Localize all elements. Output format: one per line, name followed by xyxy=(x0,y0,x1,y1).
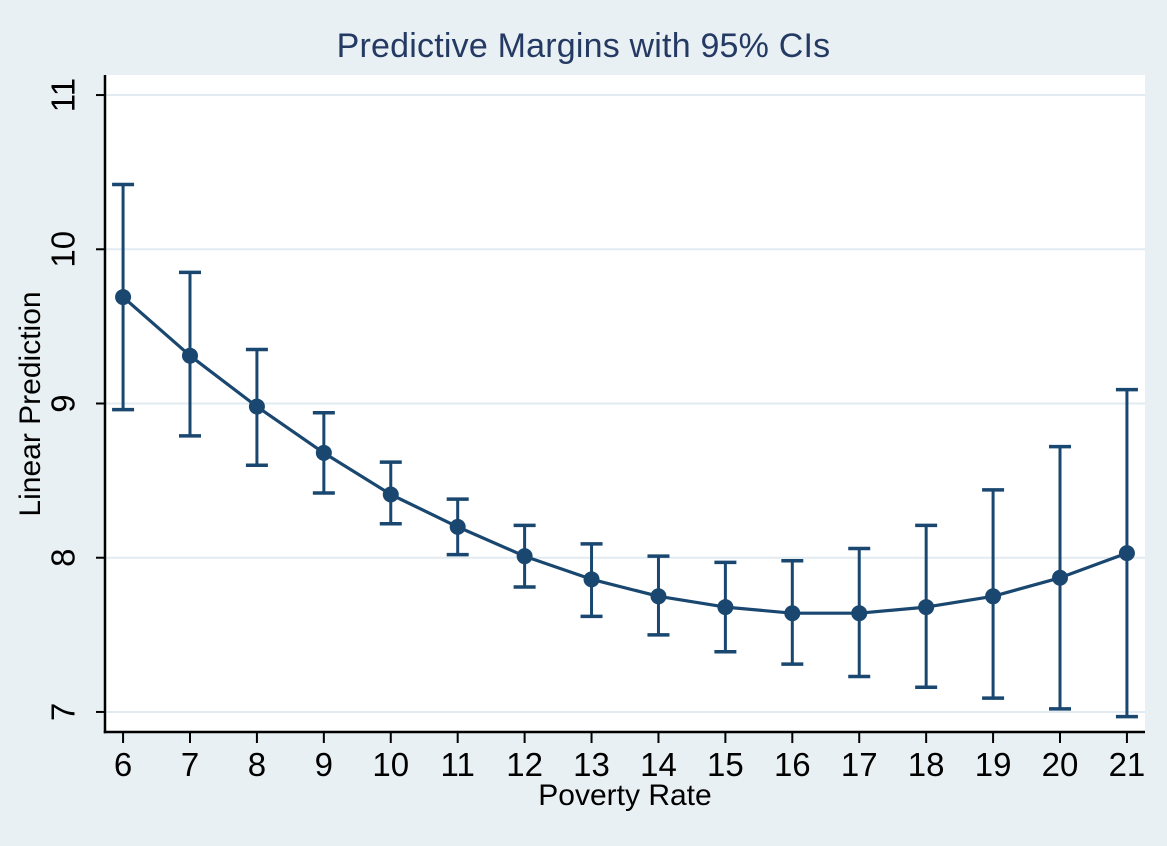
data-point-marker xyxy=(181,347,198,364)
x-tick-label: 6 xyxy=(114,746,132,783)
x-tick-label: 10 xyxy=(372,746,409,783)
x-tick-label: 18 xyxy=(908,746,945,783)
x-tick-label: 7 xyxy=(181,746,199,783)
data-point-marker xyxy=(851,605,868,622)
data-point-marker xyxy=(918,599,935,616)
y-tick-label: 9 xyxy=(45,394,82,412)
x-tick-label: 20 xyxy=(1042,746,1079,783)
data-point-marker xyxy=(449,518,466,535)
data-point-marker xyxy=(315,444,332,461)
data-point-marker xyxy=(115,289,132,306)
x-tick-label: 14 xyxy=(640,746,677,783)
data-point-marker xyxy=(717,599,734,616)
x-tick-label: 8 xyxy=(248,746,266,783)
chart-title: Predictive Margins with 95% CIs xyxy=(336,27,831,65)
x-tick-label: 19 xyxy=(975,746,1012,783)
y-tick-label: 8 xyxy=(45,549,82,567)
x-tick-label: 17 xyxy=(841,746,878,783)
x-tick-label: 15 xyxy=(707,746,744,783)
y-tick-label: 7 xyxy=(45,703,82,721)
x-tick-label: 13 xyxy=(573,746,610,783)
series-line xyxy=(122,295,1128,615)
x-tick-label: 21 xyxy=(1109,746,1146,783)
data-point-marker xyxy=(985,588,1002,605)
data-point-marker xyxy=(650,588,667,605)
x-tick-label: 12 xyxy=(506,746,543,783)
data-point-marker xyxy=(784,605,801,622)
x-axis-title: Poverty Rate xyxy=(538,779,712,812)
x-tick-label: 11 xyxy=(441,746,475,783)
data-point-marker xyxy=(1052,569,1069,586)
y-tick-label: 10 xyxy=(45,231,82,268)
x-tick-label: 16 xyxy=(774,746,811,783)
data-point-marker xyxy=(248,398,265,415)
data-point-marker xyxy=(583,571,600,588)
y-tick-label: 11 xyxy=(45,78,82,112)
data-point-marker xyxy=(1118,545,1135,562)
x-tick-label: 9 xyxy=(315,746,333,783)
data-point-marker xyxy=(382,486,399,503)
data-point-marker xyxy=(516,548,533,565)
